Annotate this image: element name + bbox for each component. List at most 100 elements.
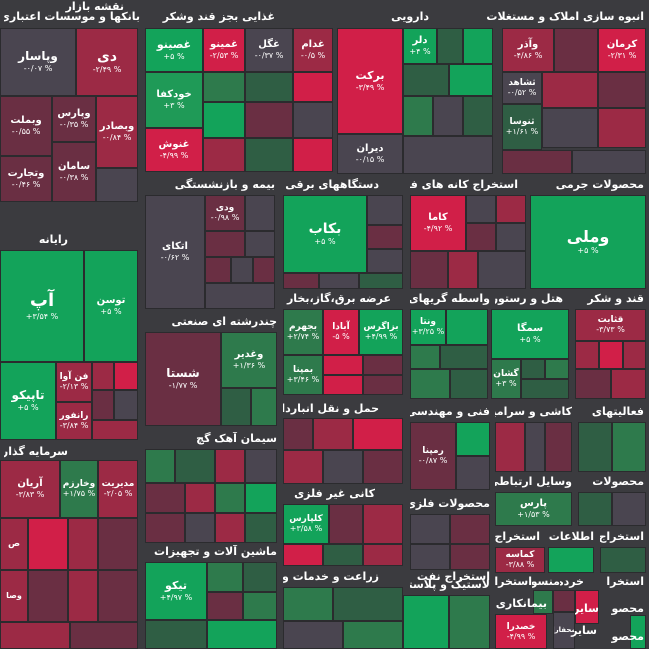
stock-tile[interactable] [207, 592, 243, 620]
stock-tile[interactable] [575, 369, 611, 399]
stock-tile[interactable] [68, 570, 98, 622]
stock-tile[interactable] [243, 592, 277, 620]
stock-tile[interactable] [323, 355, 363, 375]
stock-tile[interactable] [319, 273, 359, 289]
stock-tile[interactable]: مدیریت -۲/۰۵ % [98, 460, 138, 518]
stock-tile[interactable] [207, 562, 243, 592]
stock-tile[interactable] [203, 72, 245, 102]
stock-tile[interactable] [611, 369, 646, 399]
stock-tile[interactable]: شستا -۱/۷۷ % [145, 332, 221, 426]
stock-tile[interactable] [367, 249, 403, 273]
stock-tile[interactable]: بکاب +۵ % [283, 195, 367, 273]
stock-tile[interactable] [245, 231, 275, 257]
stock-tile[interactable]: سمگا +۵ % [491, 309, 569, 359]
stock-tile[interactable] [293, 102, 333, 138]
stock-tile[interactable]: غنوش -۴/۹۹ % [145, 128, 203, 172]
stock-tile[interactable] [578, 492, 612, 526]
stock-tile[interactable] [449, 64, 493, 96]
stock-tile[interactable]: تیکو +۴/۹۷ % [145, 562, 207, 620]
stock-tile[interactable] [185, 483, 215, 513]
stock-tile[interactable] [359, 273, 403, 289]
stock-tile[interactable] [323, 375, 363, 395]
stock-tile[interactable]: کلپارس +۳/۵۸ % [283, 504, 329, 544]
stock-tile[interactable] [185, 513, 215, 543]
stock-tile[interactable] [598, 108, 646, 148]
stock-tile[interactable]: وملی +۵ % [530, 195, 646, 289]
stock-tile[interactable]: ص [0, 518, 28, 570]
stock-tile[interactable] [205, 283, 275, 309]
stock-tile[interactable] [410, 514, 450, 544]
stock-tile[interactable]: وپاسار -۰/۰۷ % [0, 28, 76, 96]
stock-tile[interactable]: خودکفا +۳ % [145, 72, 203, 128]
stock-tile[interactable] [283, 587, 333, 621]
stock-tile[interactable] [466, 195, 496, 223]
stock-tile[interactable] [367, 195, 403, 225]
stock-tile[interactable] [98, 570, 138, 622]
stock-tile[interactable] [333, 587, 403, 621]
stock-tile[interactable] [203, 102, 245, 138]
stock-tile[interactable] [313, 418, 353, 450]
stock-tile[interactable]: وبملت -۰/۵۵ % [0, 96, 52, 156]
stock-tile[interactable] [92, 420, 138, 440]
stock-tile[interactable] [28, 518, 68, 570]
stock-tile[interactable]: غگل -۰/۳۷ % [245, 28, 293, 72]
stock-tile[interactable] [92, 390, 114, 420]
stock-tile[interactable] [403, 595, 449, 649]
stock-tile[interactable]: توسن +۵ % [84, 250, 138, 362]
stock-tile[interactable] [575, 341, 599, 369]
stock-tile[interactable] [572, 150, 646, 174]
stock-tile[interactable] [623, 341, 646, 369]
stock-tile[interactable] [92, 362, 114, 390]
stock-tile[interactable]: دی -۲/۴۹ % [76, 28, 138, 96]
stock-tile[interactable] [245, 195, 275, 231]
stock-tile[interactable] [440, 345, 488, 369]
stock-tile[interactable] [456, 456, 490, 490]
stock-tile[interactable] [175, 449, 215, 483]
stock-tile[interactable]: آپ +۳/۵۴ % [0, 250, 84, 362]
stock-tile[interactable]: آبادا -۵ % [323, 309, 359, 355]
stock-tile[interactable] [363, 375, 403, 395]
stock-tile[interactable] [410, 251, 448, 289]
stock-tile[interactable] [283, 544, 323, 566]
stock-tile[interactable] [96, 168, 138, 202]
stock-tile[interactable] [521, 359, 545, 379]
stock-tile[interactable] [145, 513, 185, 543]
stock-tile[interactable] [353, 418, 403, 450]
stock-tile[interactable] [496, 195, 526, 223]
stock-tile[interactable] [221, 388, 251, 426]
stock-tile[interactable] [542, 72, 598, 108]
stock-tile[interactable]: وپارس -۰/۳۵ % [52, 96, 96, 142]
stock-tile[interactable] [533, 590, 553, 614]
stock-tile[interactable]: گشان +۳ % [491, 359, 521, 399]
stock-tile[interactable] [612, 422, 646, 472]
stock-tile[interactable] [367, 225, 403, 249]
stock-tile[interactable] [114, 362, 138, 390]
stock-tile[interactable] [403, 64, 449, 96]
stock-tile[interactable] [502, 150, 572, 174]
stock-tile[interactable] [456, 422, 490, 456]
stock-tile[interactable]: وغدیر +۱/۳۶ % [221, 332, 277, 388]
stock-tile[interactable] [410, 544, 450, 570]
stock-tile[interactable] [28, 570, 68, 622]
stock-tile[interactable]: بجهرم +۲/۷۴ % [283, 309, 323, 355]
stock-tile[interactable] [478, 251, 526, 289]
stock-tile[interactable] [448, 251, 478, 289]
stock-tile[interactable] [463, 96, 493, 136]
stock-tile[interactable] [215, 513, 245, 543]
stock-tile[interactable] [410, 369, 450, 399]
stock-tile[interactable]: غدام -۰/۵ % [293, 28, 333, 72]
stock-tile[interactable] [245, 72, 293, 102]
stock-tile[interactable] [145, 449, 175, 483]
stock-tile[interactable]: خصدرا -۴/۹۹ % [495, 614, 547, 649]
stock-tile[interactable]: بزاگرس +۴/۹۹ % [359, 309, 403, 355]
stock-tile[interactable] [205, 257, 231, 283]
stock-tile[interactable] [363, 355, 403, 375]
stock-tile[interactable] [363, 504, 403, 544]
stock-tile[interactable]: غمینو -۲/۵۳ % [203, 28, 245, 72]
stock-tile[interactable] [575, 590, 599, 624]
stock-tile[interactable] [253, 257, 275, 283]
stock-tile[interactable]: پارس +۱/۵۳ % [495, 492, 572, 526]
stock-tile[interactable] [293, 72, 333, 102]
stock-tile[interactable]: غصینو +۵ % [145, 28, 203, 72]
stock-tile[interactable] [410, 345, 440, 369]
